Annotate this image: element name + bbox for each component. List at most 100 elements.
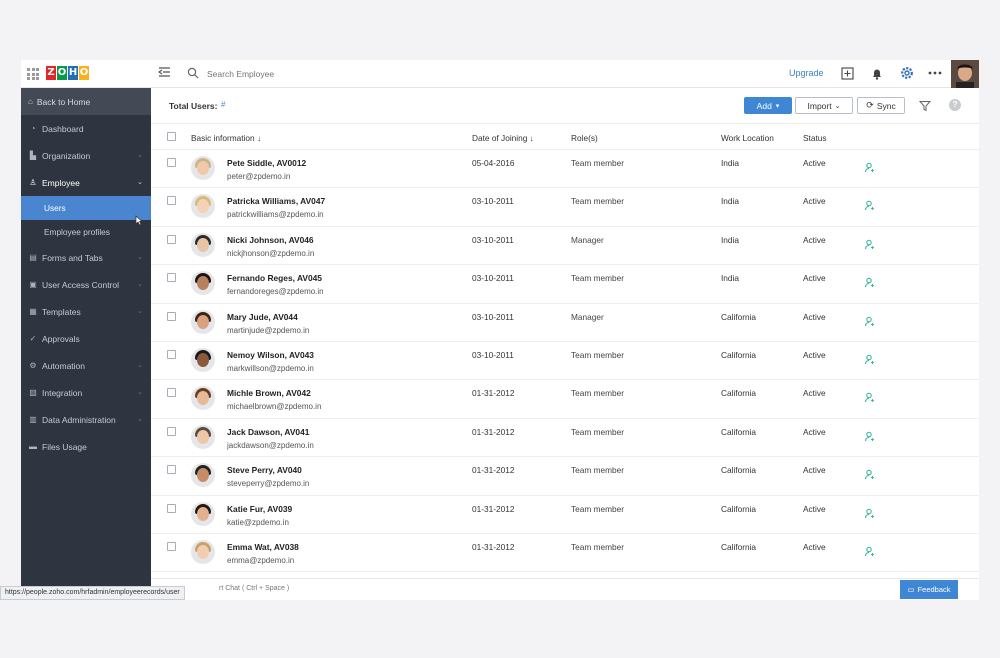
row-checkbox[interactable]: [167, 541, 176, 551]
sort-arrow-icon: ↓: [256, 133, 262, 143]
employee-name[interactable]: Nicki Johnson, AV046: [227, 234, 314, 245]
upgrade-link[interactable]: Upgrade: [789, 68, 824, 78]
back-to-home-label: Back to Home: [36, 96, 91, 107]
sidebar-item-files-usage[interactable]: ▬ Files Usage: [21, 433, 151, 460]
filter-icon[interactable]: [918, 99, 932, 117]
row-checkbox[interactable]: [167, 503, 176, 513]
sidebar-item-templates[interactable]: ▦ Templates ⌄: [21, 298, 151, 325]
row-checkbox[interactable]: [167, 388, 176, 398]
employee-name[interactable]: Pete Siddle, AV0012: [227, 158, 307, 168]
column-header-location[interactable]: Work Location: [721, 133, 774, 143]
sidebar-subitem-employee-profiles[interactable]: Employee profiles: [21, 220, 151, 244]
row-checkbox[interactable]: [167, 349, 176, 359]
sidebar-item-integration[interactable]: ▧ Integration ⌄: [21, 379, 151, 406]
user-access-icon[interactable]: [864, 469, 875, 482]
add-square-icon[interactable]: [839, 65, 855, 81]
dashboard-icon: ◔: [30, 124, 36, 133]
table-row[interactable]: Katie Fur, AV039 katie@zpdemo.in 01-31-201…: [151, 496, 979, 534]
employee-name[interactable]: Steve Perry, AV040: [227, 465, 302, 476]
work-location: California: [721, 426, 757, 437]
sidebar-item-employee[interactable]: ♙ Employee ⌄: [21, 169, 151, 196]
sidebar-item-label: User Access Control: [42, 279, 119, 290]
collapse-sidebar-icon[interactable]: [157, 66, 171, 81]
table-row[interactable]: Steve Perry, AV040 steveperry@zpdemo.in 01…: [151, 457, 979, 496]
sidebar-item-approvals[interactable]: ✓ Approvals: [21, 325, 151, 352]
sync-button[interactable]: ⟳ Sync: [857, 97, 905, 114]
table-row[interactable]: Nicki Johnson, AV046 nickjhonson@zpdemo.i…: [151, 227, 979, 266]
date-of-joining: 03-10-2011: [472, 234, 514, 245]
employee-name[interactable]: Nemoy Wilson, AV043: [227, 349, 314, 360]
sidebar: ⌂ Back to Home ◔ Dashboard ▙ Organization ⌄…: [21, 88, 151, 600]
employee-name[interactable]: Mary Jude, AV044: [227, 311, 298, 322]
sync-button-label: Sync: [876, 100, 896, 111]
column-header-roles[interactable]: Role(s): [571, 133, 598, 143]
user-access-icon[interactable]: [864, 392, 875, 405]
row-checkbox[interactable]: [167, 465, 176, 475]
user-access-icon[interactable]: [864, 200, 875, 213]
employee-role: Team member: [571, 158, 625, 168]
user-access-icon[interactable]: [864, 354, 875, 367]
column-header-basic[interactable]: Basic information ↓: [191, 133, 261, 143]
column-header-status[interactable]: Status: [803, 133, 827, 143]
employee-name[interactable]: Jack Dawson, AV041: [227, 426, 310, 437]
table-row[interactable]: Michle Brown, AV042 michaelbrown@zpdemo.i…: [151, 380, 979, 419]
work-location: India: [721, 234, 739, 245]
table-row[interactable]: Patricka Williams, AV047 patrickwilliams@…: [151, 188, 979, 227]
import-button[interactable]: Import ⌄: [795, 97, 853, 114]
employee-name[interactable]: Patricka Williams, AV047: [227, 196, 326, 207]
sidebar-subitem-users[interactable]: Users: [21, 196, 151, 220]
data-admin-icon: ▥: [29, 415, 37, 424]
user-access-icon[interactable]: [864, 316, 875, 329]
sidebar-item-data-administration[interactable]: ▥ Data Administration ⌄: [21, 406, 151, 433]
search-input[interactable]: [207, 66, 407, 82]
feedback-button[interactable]: ▭ Feedback: [900, 580, 958, 599]
row-checkbox[interactable]: [167, 311, 176, 321]
sidebar-item-dashboard[interactable]: ◔ Dashboard: [21, 115, 151, 142]
table-row[interactable]: Mary Jude, AV044 martinjude@zpdemo.in 03-1…: [151, 304, 979, 342]
user-access-icon[interactable]: [864, 239, 875, 252]
bell-icon[interactable]: [869, 65, 885, 81]
sidebar-item-forms-and-tabs[interactable]: ▤ Forms and Tabs ⌄: [21, 244, 151, 271]
back-to-home-link[interactable]: ⌂ Back to Home: [21, 88, 151, 115]
sidebar-item-automation[interactable]: ⚙ Automation ⌄: [21, 352, 151, 379]
employee-name[interactable]: Katie Fur, AV039: [227, 503, 293, 514]
status-url-tooltip: https://people.zoho.com/hrfadmin/employe…: [0, 586, 185, 600]
status-badge: Active: [803, 465, 826, 476]
user-access-icon[interactable]: [864, 431, 875, 444]
table-row[interactable]: Fernando Reges, AV045 fernandoreges@zpdem…: [151, 265, 979, 304]
table-row[interactable]: Jack Dawson, AV041 jackdawson@zpdemo.in 01…: [151, 419, 979, 458]
sidebar-item-organization[interactable]: ▙ Organization ⌄: [21, 142, 151, 169]
table-row[interactable]: Pete Siddle, AV0012 peter@zpdemo.in 05-04-…: [151, 150, 979, 189]
table-row[interactable]: Nemoy Wilson, AV043 markwillson@zpdemo.in…: [151, 342, 979, 381]
select-all-checkbox[interactable]: [167, 132, 176, 141]
more-icon[interactable]: [927, 65, 943, 81]
user-access-icon[interactable]: [864, 162, 875, 175]
user-avatar[interactable]: [951, 60, 979, 88]
status-badge: Active: [803, 234, 826, 245]
employee-role: Team member: [571, 426, 625, 437]
apps-grid-icon[interactable]: [27, 68, 39, 80]
add-button[interactable]: Add ▾: [744, 97, 792, 114]
row-checkbox[interactable]: [167, 426, 176, 436]
row-checkbox[interactable]: [167, 273, 176, 283]
row-checkbox[interactable]: [167, 158, 176, 167]
employee-name[interactable]: Emma Wat, AV038: [227, 541, 299, 552]
total-users-value[interactable]: #: [221, 100, 226, 109]
user-access-icon[interactable]: [864, 546, 875, 559]
gear-icon[interactable]: [899, 65, 915, 81]
row-checkbox[interactable]: [167, 196, 176, 206]
user-access-icon[interactable]: [864, 508, 875, 521]
work-location: India: [721, 196, 739, 207]
row-checkbox[interactable]: [167, 234, 176, 244]
column-header-doj[interactable]: Date of Joining ↓: [472, 133, 534, 143]
table-row[interactable]: Emma Wat, AV038 emma@zpdemo.in 01-31-2012 T…: [151, 534, 979, 573]
employee-email: peter@zpdemo.in: [227, 172, 291, 181]
employee-name[interactable]: Fernando Reges, AV045: [227, 273, 322, 284]
help-icon[interactable]: ?: [949, 99, 961, 111]
user-access-icon[interactable]: [864, 277, 875, 290]
sidebar-item-user-access-control[interactable]: ▣ User Access Control ⌄: [21, 271, 151, 298]
feedback-label: Feedback: [917, 585, 951, 594]
status-badge: Active: [803, 349, 826, 360]
employee-name[interactable]: Michle Brown, AV042: [227, 388, 311, 399]
